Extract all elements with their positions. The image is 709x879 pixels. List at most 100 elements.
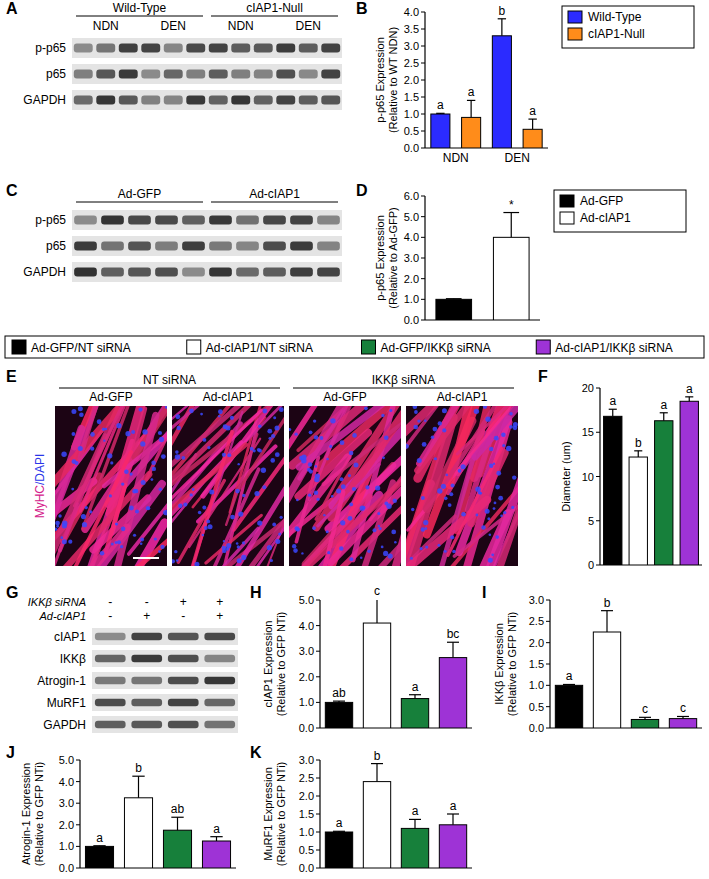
group-label: IKKβ siRNA	[372, 373, 436, 387]
blot-row: GAPDH	[23, 90, 342, 110]
blot-band	[74, 216, 97, 225]
micrograph	[55, 406, 167, 566]
significance-letter: a	[437, 98, 444, 112]
nucleus	[384, 501, 388, 505]
blot-band	[209, 70, 228, 79]
error-whisker	[414, 819, 415, 828]
blot-band	[101, 268, 124, 277]
nucleus	[273, 416, 276, 419]
nucleus	[485, 509, 490, 514]
myotube	[318, 464, 379, 525]
nucleus	[158, 431, 162, 435]
blot-row-label: GAPDH	[43, 718, 86, 732]
nucleus	[62, 539, 67, 544]
significance-letter: a	[609, 394, 616, 408]
significance-letter: ab	[332, 686, 346, 700]
nucleus	[481, 525, 485, 529]
y-axis-label: IKKβ Expression	[493, 623, 505, 705]
plot-area	[85, 776, 230, 868]
error-bar	[132, 776, 144, 798]
plot-area	[431, 19, 542, 148]
blot-row-label: p-p65	[35, 213, 66, 227]
error-bar	[409, 819, 421, 828]
significance-letter: a	[566, 669, 573, 683]
bar	[325, 702, 352, 728]
y-tick-label: 0.0	[404, 314, 419, 326]
y-tick-label: 0.5	[404, 125, 419, 137]
blot-band	[263, 216, 286, 225]
nucleus	[222, 453, 226, 457]
nucleus	[377, 512, 380, 515]
group-line	[211, 16, 338, 17]
error-bar	[528, 119, 536, 129]
nucleus	[97, 419, 102, 424]
nucleus	[183, 502, 187, 506]
nucleus	[58, 514, 61, 517]
error-bar	[498, 19, 506, 36]
nucleus	[90, 432, 95, 437]
nucleus	[451, 483, 455, 487]
blot-row-label: IKKβ	[60, 652, 86, 666]
bar	[325, 832, 352, 868]
nucleus	[230, 515, 235, 520]
nucleus	[120, 545, 123, 548]
nucleus	[478, 491, 482, 495]
bar	[124, 798, 152, 868]
nucleus	[72, 432, 76, 436]
y-tick-label: 0.0	[299, 722, 314, 734]
bar	[436, 299, 472, 320]
blot-row-label: p65	[46, 239, 66, 253]
y-tick-label: 0	[588, 559, 594, 571]
nucleus	[340, 477, 344, 481]
nucleus	[489, 533, 492, 536]
nucleus	[142, 429, 147, 434]
nucleus	[312, 526, 316, 530]
nucleus	[360, 506, 365, 511]
legend-swatch	[560, 195, 574, 207]
plot-area	[555, 611, 696, 728]
nucleus	[379, 527, 382, 530]
nucleus	[417, 419, 420, 422]
nucleus	[175, 450, 179, 454]
myotube	[247, 496, 284, 566]
nucleus	[207, 446, 210, 449]
nucleus	[275, 539, 280, 544]
nucleus	[262, 409, 267, 414]
panel-label: A	[6, 0, 18, 17]
nucleus	[501, 432, 506, 437]
stain-name: MyHC	[33, 485, 47, 519]
significance-letter: a	[336, 816, 343, 830]
nucleus	[323, 514, 325, 516]
error-whisker	[452, 642, 453, 657]
blot-band	[182, 242, 205, 251]
nucleus	[352, 433, 357, 438]
panel-label: H	[250, 584, 262, 601]
nucleus	[204, 526, 208, 530]
nucleus	[140, 441, 145, 446]
panel-label: G	[6, 584, 18, 601]
nucleus	[133, 534, 136, 537]
nucleus	[110, 461, 113, 464]
bar	[523, 129, 542, 148]
y-tick-label: 6.0	[404, 190, 419, 202]
nucleus	[115, 541, 118, 544]
nucleus	[327, 551, 330, 554]
error-cap	[447, 642, 459, 643]
nucleus	[421, 527, 425, 531]
legend-label: Ad-cIAP1/IKKβ siRNA	[555, 341, 673, 355]
blot-band	[276, 70, 295, 79]
blot-band	[74, 70, 93, 79]
scale-bar	[133, 557, 159, 559]
nucleus	[194, 562, 199, 566]
significance-letter: b	[499, 4, 506, 18]
group-line	[76, 16, 203, 17]
blot-band	[276, 44, 295, 53]
legend-swatch	[362, 340, 376, 354]
blot-band	[204, 699, 235, 706]
chart: 0.01.02.03.04.05.06.0*p-p65 Expression(R…	[374, 190, 686, 326]
nucleus	[146, 506, 150, 510]
condition-sign: +	[180, 595, 187, 609]
error-cap	[171, 817, 183, 818]
nucleus	[121, 482, 124, 485]
blot-strip	[72, 90, 342, 110]
